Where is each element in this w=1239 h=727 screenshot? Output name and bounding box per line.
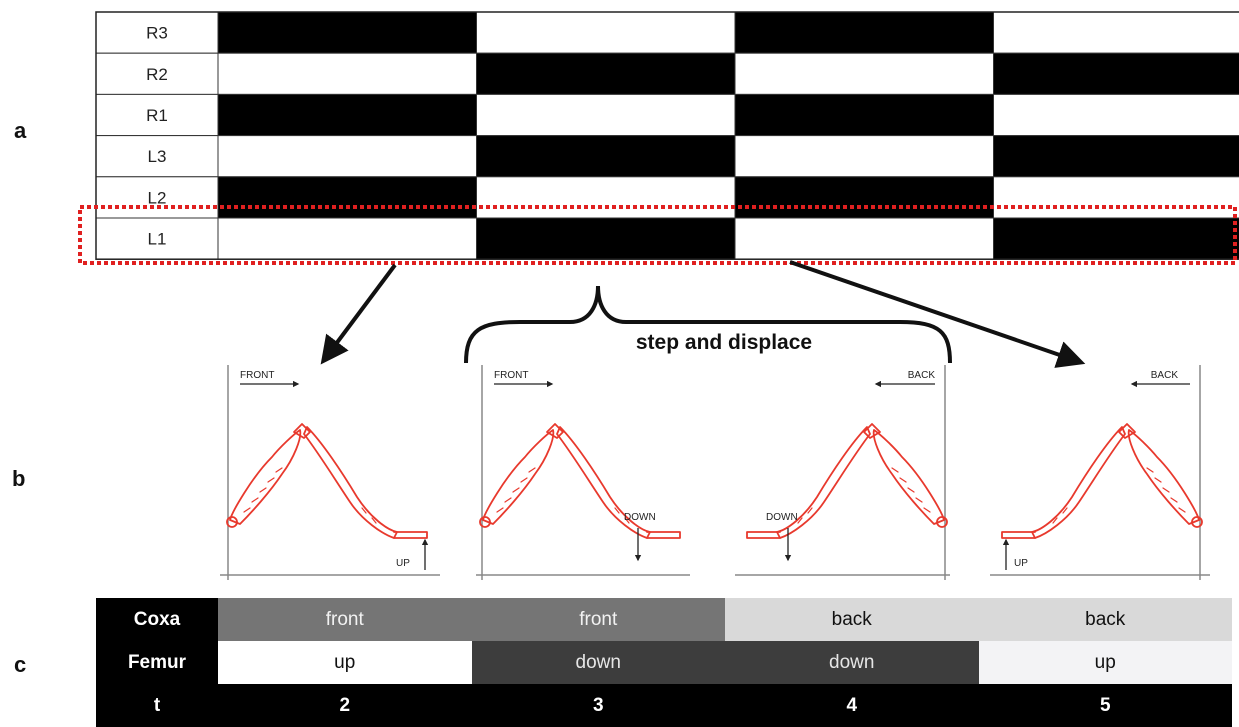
direction-label-1: FRONT: [240, 370, 274, 381]
stance-cell: [994, 218, 1239, 259]
femur-cell-4: up: [979, 641, 1233, 684]
step-and-displace-caption: step and displace: [636, 331, 812, 354]
swing-cell: [218, 53, 477, 94]
stance-cell: [477, 53, 736, 94]
gait-row-r3: R3: [96, 12, 1239, 53]
coxa-row: Coxa front front back back: [96, 598, 1232, 641]
gait-row-l1: L1: [96, 218, 1239, 259]
time-row: t 2 3 4 5: [96, 684, 1232, 727]
stance-cell: [477, 136, 736, 177]
leg-label: L1: [148, 230, 167, 249]
gait-grid: R3 R2 R1 L3 L2 L1: [96, 12, 1239, 259]
direction-label-3: BACK: [908, 370, 936, 381]
leg-pose-4: BACK UP: [990, 365, 1210, 580]
stance-cell: [218, 12, 477, 53]
leg-label: L3: [148, 147, 167, 166]
stance-cell: [735, 94, 994, 135]
leg-pose-1: FRONT UP: [220, 365, 440, 580]
time-cell-3: 4: [725, 684, 979, 727]
femur-cell-2: down: [472, 641, 726, 684]
direction-label-2: FRONT: [494, 370, 528, 381]
swing-cell: [994, 12, 1239, 53]
swing-cell: [218, 136, 477, 177]
gait-row-r2: R2: [96, 53, 1239, 94]
gait-row-l3: L3: [96, 136, 1239, 177]
swing-cell: [994, 94, 1239, 135]
stance-cell: [735, 177, 994, 218]
gait-row-r1: R1: [96, 94, 1239, 135]
time-cell-4: 5: [979, 684, 1233, 727]
gait-row-l2: L2: [96, 177, 1239, 218]
femur-row-label: Femur: [96, 641, 218, 684]
stance-cell: [994, 53, 1239, 94]
stance-cell: [994, 136, 1239, 177]
leg-drawing-4: [1002, 424, 1202, 538]
leg-label: R3: [146, 24, 168, 43]
femur-cell-3: down: [725, 641, 979, 684]
arrow-to-first-pose: [324, 265, 395, 360]
swing-cell: [477, 177, 736, 218]
leg-pose-2: FRONT DOWN: [476, 365, 690, 580]
stance-cell: [218, 94, 477, 135]
joint-state-table: Coxa front front back back Femur up down…: [96, 598, 1232, 727]
swing-cell: [735, 53, 994, 94]
vertical-label-1: UP: [396, 558, 410, 569]
swing-cell: [477, 94, 736, 135]
arrow-to-last-pose: [790, 262, 1080, 362]
stance-cell: [477, 218, 736, 259]
leg-drawing-1: [227, 424, 427, 538]
stance-cell: [735, 12, 994, 53]
coxa-cell-2: front: [472, 598, 726, 641]
time-cell-1: 2: [218, 684, 472, 727]
leg-label: R1: [146, 106, 168, 125]
coxa-cell-1: front: [218, 598, 472, 641]
direction-label-4: BACK: [1151, 370, 1179, 381]
femur-cell-1: up: [218, 641, 472, 684]
swing-cell: [218, 218, 477, 259]
vertical-label-2: DOWN: [624, 512, 656, 523]
swing-cell: [994, 177, 1239, 218]
panel-label-c: c: [14, 652, 26, 678]
coxa-row-label: Coxa: [96, 598, 218, 641]
femur-row: Femur up down down up: [96, 641, 1232, 684]
vertical-label-3: DOWN: [766, 512, 798, 523]
vertical-label-4: UP: [1014, 558, 1028, 569]
leg-pose-3: BACK DOWN: [735, 365, 950, 580]
coxa-cell-4: back: [979, 598, 1233, 641]
swing-cell: [735, 218, 994, 259]
coxa-cell-3: back: [725, 598, 979, 641]
time-cell-2: 3: [472, 684, 726, 727]
stance-cell: [218, 177, 477, 218]
leg-label: R2: [146, 65, 168, 84]
swing-cell: [735, 136, 994, 177]
time-row-label: t: [96, 684, 218, 727]
leg-label: L2: [148, 188, 167, 207]
swing-cell: [477, 12, 736, 53]
